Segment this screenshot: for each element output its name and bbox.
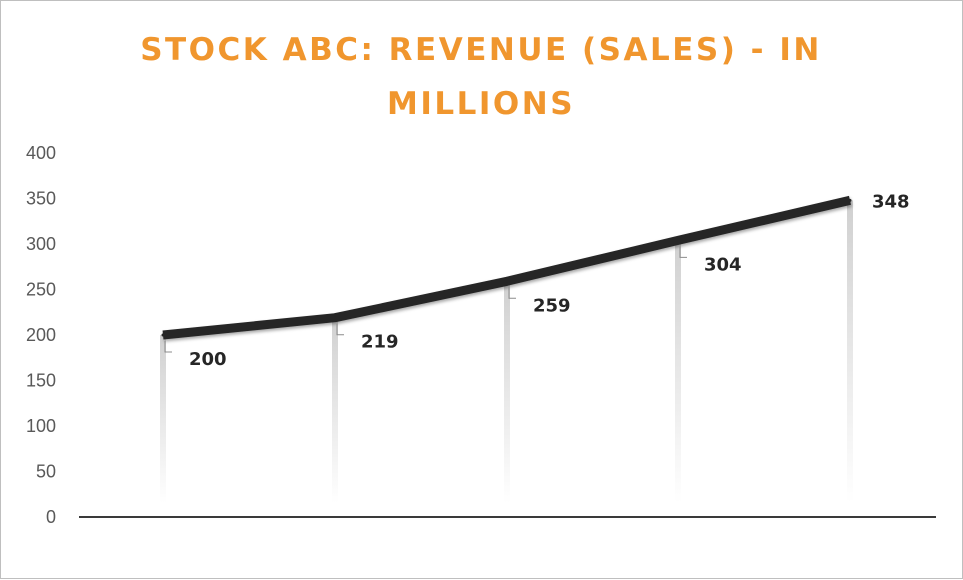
leader-line (336, 323, 344, 336)
drop-lines (160, 200, 853, 504)
y-tick-label: 100 (26, 416, 56, 436)
y-tick-label: 350 (26, 189, 56, 209)
y-tick-label: 200 (26, 325, 56, 345)
data-point (333, 316, 337, 320)
leader-line (164, 341, 172, 353)
y-tick-label: 150 (26, 371, 56, 391)
y-tick-label: 400 (26, 143, 56, 163)
leader-line (679, 246, 687, 258)
y-tick-label: 50 (36, 462, 56, 482)
data-point (676, 238, 680, 242)
data-label: 348 (872, 191, 910, 212)
drop-line (847, 200, 853, 503)
data-point (848, 198, 852, 202)
y-axis: 0 50 100 150 200 250 300 350 400 (26, 143, 56, 527)
y-tick-label: 300 (26, 234, 56, 254)
data-labels: 200 219 259 304 348 (164, 191, 910, 370)
data-label: 219 (361, 332, 399, 353)
leader-line (508, 287, 516, 299)
y-tick-label: 0 (46, 507, 56, 527)
chart-title: STOCK ABC: REVENUE (SALES) - IN MILLIONS (140, 32, 822, 122)
data-label: 259 (533, 295, 571, 316)
data-label: 304 (704, 254, 742, 275)
drop-line (675, 240, 681, 504)
y-tick-label: 250 (26, 280, 56, 300)
data-label: 200 (189, 349, 227, 370)
series-revenue (161, 195, 852, 340)
drop-line (504, 281, 510, 503)
drop-line (160, 335, 166, 503)
data-point (505, 279, 509, 283)
data-point (161, 333, 165, 337)
drop-line (332, 317, 338, 503)
